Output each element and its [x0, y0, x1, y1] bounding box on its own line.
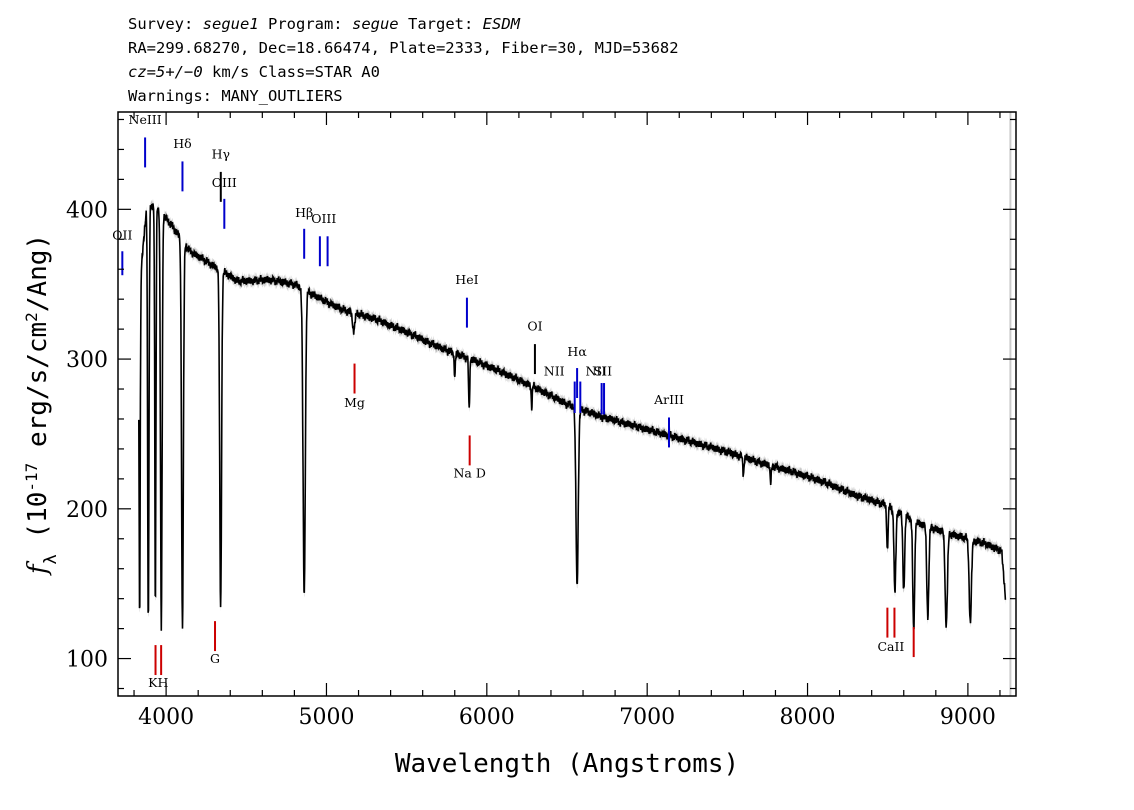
error-band — [138, 198, 1006, 636]
header-line-1: Survey: segue1 Program: segue Target: ES… — [128, 14, 520, 34]
x-tick-label: 7000 — [619, 705, 675, 730]
marker-h-5-label: Hβ — [295, 205, 313, 220]
survey-value: segue1 — [202, 15, 259, 33]
axes-layer: 4000 5000 6000 7000 8000 9000 100 200 300 400 — [66, 112, 1016, 730]
x-tick-label: 6000 — [459, 705, 515, 730]
target-value: ESDM — [482, 15, 520, 33]
spectrum-line — [138, 203, 1007, 631]
program-value: segue — [351, 15, 399, 33]
marker-h-9-label: Hα — [567, 344, 587, 359]
x-tick-label: 8000 — [780, 705, 836, 730]
y-tick-label: 300 — [66, 348, 108, 373]
marker-hei-7-label: HeI — [455, 272, 478, 287]
plot-frame — [117, 111, 1017, 697]
marker-sii-11-label: SII — [594, 364, 613, 379]
survey-label: Survey: — [128, 15, 203, 33]
program-label: Program: — [258, 15, 352, 33]
marker-h-2-label: Hδ — [173, 136, 191, 151]
header-line-4: Warnings: MANY_OUTLIERS — [128, 87, 343, 105]
header-line-2: RA=299.68270, Dec=18.66474, Plate=2333, … — [128, 39, 679, 57]
marker-oi-8-label: OI — [527, 319, 542, 334]
marker-caii-19-label: CaII — [877, 639, 904, 654]
y-axis-title: fλ (10-17 erg/s/cm2/Ang) — [22, 234, 62, 576]
x-tick-label: 4000 — [138, 705, 194, 730]
marker-oii-0-label: OII — [112, 227, 132, 242]
marker-neiii-1-label: NeIII — [129, 112, 162, 127]
marker-nii-12-label: NII — [585, 364, 606, 379]
marker-h-3-label: Hγ — [212, 146, 230, 161]
marker-nad-15-label: Na D — [453, 465, 485, 480]
x-tick-label: 9000 — [940, 705, 996, 730]
marker-oiii-4-label: OIII — [212, 175, 237, 190]
x-tick-label: 5000 — [298, 705, 354, 730]
y-tick-label: 100 — [66, 648, 108, 673]
y-tick-label: 200 — [66, 498, 108, 523]
marker-oiii-6-label: OIII — [311, 211, 336, 226]
marker-mg-14-label: Mg — [344, 395, 365, 410]
target-label: Target: — [398, 15, 483, 33]
y-tick-label: 400 — [66, 198, 108, 223]
class-value: km/s Class=STAR A0 — [202, 63, 380, 81]
marker-g-16-label: G — [210, 651, 220, 666]
marker-nii-10-label: NII — [544, 364, 565, 379]
cz-value: cz=5+/−0 — [128, 63, 203, 81]
x-axis-title: Wavelength (Angstroms) — [395, 749, 739, 779]
marker-kh-label: KH — [148, 675, 168, 690]
header-line-3: cz=5+/−0 km/s Class=STAR A0 — [128, 62, 380, 82]
marker-ariii-13-label: ArIII — [653, 392, 684, 407]
